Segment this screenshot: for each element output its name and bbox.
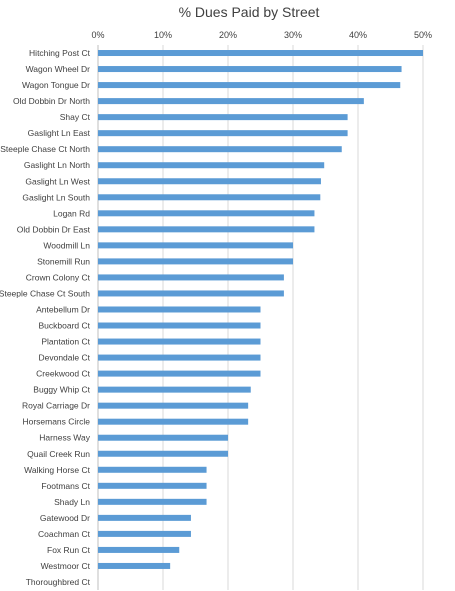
category-label: Woodmill Ln	[43, 240, 90, 250]
bar	[98, 50, 423, 57]
bar	[98, 482, 207, 489]
category-label: Crown Colony Ct	[26, 272, 91, 282]
bar	[98, 146, 342, 153]
x-tick-label: 30%	[284, 30, 302, 40]
bar	[98, 450, 228, 457]
category-label: Wagon Wheel Dr	[26, 64, 91, 74]
category-label: Quail Creek Run	[27, 449, 90, 459]
bar	[98, 242, 293, 249]
category-label: Walking Horse Ct	[24, 465, 90, 475]
category-label: Westmoor Ct	[41, 561, 91, 571]
bar	[98, 338, 261, 345]
category-label: Gaslight Ln North	[24, 160, 90, 170]
category-label: Stonemill Run	[37, 256, 90, 266]
bar	[98, 162, 325, 169]
category-label: Steeple Chase Ct North	[0, 144, 90, 154]
bar	[98, 354, 261, 361]
bar	[98, 290, 284, 297]
x-axis-ticks: 0% 10% 20% 30% 40% 50%	[91, 30, 432, 40]
bar	[98, 114, 348, 121]
bar	[98, 98, 364, 105]
bar	[98, 130, 348, 137]
category-label: Old Dobbin Dr East	[17, 224, 91, 234]
bar	[98, 530, 191, 537]
category-label: Royal Carriage Dr	[22, 401, 90, 411]
bar	[98, 82, 401, 89]
y-axis-categories: Hitching Post Ct Wagon Wheel Dr Wagon Tong…	[0, 48, 91, 587]
bar	[98, 210, 315, 217]
bar	[98, 562, 171, 569]
category-label: Gaslight Ln East	[28, 128, 91, 138]
category-label: Old Dobbin Dr North	[13, 96, 90, 106]
gridlines	[97, 45, 424, 590]
bar	[98, 306, 261, 313]
category-label: Creekwood Ct	[36, 369, 90, 379]
category-label: Gaslight Ln South	[22, 192, 90, 202]
bars	[98, 50, 423, 569]
chart-title: % Dues Paid by Street	[179, 4, 320, 20]
category-label: Footmans Ct	[41, 481, 90, 491]
x-tick-label: 0%	[91, 30, 104, 40]
bar	[98, 498, 207, 505]
bar	[98, 402, 249, 409]
bar	[98, 514, 191, 521]
category-label: Gaslight Ln West	[25, 176, 90, 186]
category-label: Coachman Ct	[38, 529, 91, 539]
bar	[98, 418, 249, 425]
x-tick-label: 50%	[414, 30, 432, 40]
category-label: Buckboard Ct	[39, 321, 91, 331]
x-tick-label: 20%	[219, 30, 237, 40]
bar	[98, 194, 321, 201]
category-label: Fox Run Ct	[47, 545, 91, 555]
bar	[98, 546, 180, 553]
category-label: Devondale Ct	[38, 353, 90, 363]
category-label: Steeple Chase Ct South	[0, 288, 90, 298]
bar	[98, 466, 207, 473]
category-label: Shay Ct	[60, 112, 91, 122]
bar	[98, 178, 321, 185]
category-label: Hitching Post Ct	[29, 48, 91, 58]
bar	[98, 66, 402, 73]
category-label: Antebellum Dr	[36, 304, 90, 314]
category-label: Plantation Ct	[41, 337, 90, 347]
bar	[98, 258, 293, 265]
bar	[98, 274, 284, 281]
category-label: Buggy Whip Ct	[33, 385, 90, 395]
x-tick-label: 40%	[349, 30, 367, 40]
category-label: Thoroughbred Ct	[26, 577, 91, 587]
category-label: Logan Rd	[53, 208, 90, 218]
bar	[98, 226, 315, 233]
bar	[98, 386, 251, 393]
category-label: Wagon Tongue Dr	[22, 80, 90, 90]
bar	[98, 322, 261, 329]
bar	[98, 370, 261, 377]
category-label: Horsemans Circle	[22, 417, 90, 427]
bar	[98, 434, 228, 441]
category-label: Shady Ln	[54, 497, 90, 507]
x-tick-label: 10%	[154, 30, 172, 40]
category-label: Harness Way	[39, 433, 90, 443]
category-label: Gatewood Dr	[40, 513, 90, 523]
